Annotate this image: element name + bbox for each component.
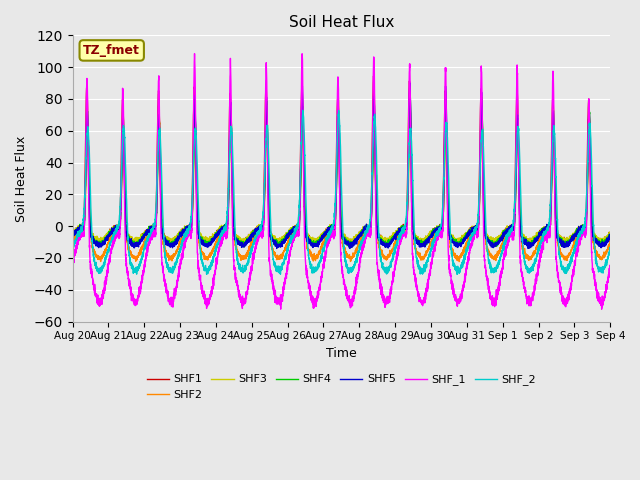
- SHF4: [462, 234, 470, 240]
- SHF4: [493, 240, 500, 246]
- SHF3: [276, 242, 284, 248]
- SHF_2: [299, 108, 307, 113]
- SHF5: [273, 246, 280, 252]
- SHF5: [406, 80, 413, 86]
- SHF1: [607, 231, 614, 237]
- SHF3: [462, 232, 470, 238]
- SHF_1: [432, 239, 440, 245]
- Line: SHF4: SHF4: [72, 95, 611, 247]
- Line: SHF_1: SHF_1: [72, 54, 611, 309]
- SHF4: [606, 235, 614, 240]
- SHF4: [348, 244, 356, 250]
- SHF3: [68, 229, 76, 235]
- SHF_2: [606, 249, 614, 254]
- SHF_1: [607, 266, 614, 272]
- SHF1: [493, 238, 500, 243]
- SHF_2: [493, 263, 500, 269]
- SHF1: [165, 238, 173, 244]
- SHF1: [321, 231, 329, 237]
- SHF_1: [606, 263, 614, 268]
- Y-axis label: Soil Heat Flux: Soil Heat Flux: [15, 135, 28, 222]
- SHF_1: [598, 306, 605, 312]
- SHF4: [165, 238, 173, 243]
- SHF2: [462, 240, 470, 246]
- Line: SHF2: SHF2: [72, 112, 611, 262]
- SHF5: [165, 243, 173, 249]
- SHF5: [607, 235, 614, 241]
- SHF_2: [607, 249, 614, 254]
- SHF2: [606, 241, 614, 247]
- SHF3: [321, 229, 329, 235]
- SHF2: [321, 238, 329, 243]
- SHF3: [493, 239, 500, 245]
- SHF1: [433, 229, 440, 235]
- SHF3: [477, 93, 485, 99]
- SHF4: [68, 233, 76, 239]
- SHF1: [204, 243, 212, 249]
- SHF1: [370, 73, 378, 79]
- SHF3: [432, 226, 440, 232]
- SHF1: [462, 233, 470, 239]
- SHF2: [335, 109, 342, 115]
- SHF_2: [165, 264, 173, 270]
- SHF1: [606, 232, 614, 238]
- SHF5: [493, 240, 500, 246]
- X-axis label: Time: Time: [326, 347, 356, 360]
- SHF2: [432, 230, 440, 236]
- Legend: SHF1, SHF2, SHF3, SHF4, SHF5, SHF_1, SHF_2: SHF1, SHF2, SHF3, SHF4, SHF5, SHF_1, SHF…: [142, 370, 541, 405]
- SHF5: [606, 233, 614, 239]
- SHF5: [433, 226, 440, 232]
- SHF3: [606, 232, 614, 238]
- Line: SHF3: SHF3: [72, 96, 611, 245]
- SHF_1: [321, 248, 329, 254]
- SHF5: [462, 234, 470, 240]
- SHF_1: [191, 51, 198, 57]
- SHF2: [493, 252, 500, 257]
- Text: TZ_fmet: TZ_fmet: [83, 44, 140, 57]
- SHF_2: [433, 231, 440, 237]
- Line: SHF5: SHF5: [72, 83, 611, 249]
- SHF_2: [203, 271, 211, 277]
- SHF2: [165, 252, 173, 258]
- SHF4: [406, 92, 414, 98]
- SHF1: [68, 231, 76, 237]
- SHF_1: [493, 287, 500, 293]
- SHF4: [607, 233, 614, 239]
- SHF_1: [165, 298, 173, 303]
- SHF2: [607, 239, 614, 244]
- SHF3: [607, 231, 614, 237]
- SHF4: [321, 230, 329, 236]
- SHF_2: [321, 240, 329, 246]
- SHF_1: [462, 272, 470, 278]
- Line: SHF_2: SHF_2: [72, 110, 611, 274]
- SHF_2: [68, 246, 76, 252]
- SHF2: [68, 240, 76, 245]
- SHF5: [321, 229, 329, 235]
- SHF5: [68, 235, 76, 240]
- Title: Soil Heat Flux: Soil Heat Flux: [289, 15, 394, 30]
- SHF_1: [68, 262, 76, 267]
- SHF2: [456, 259, 463, 264]
- SHF_2: [462, 246, 470, 252]
- SHF4: [433, 226, 440, 231]
- SHF3: [165, 239, 173, 245]
- Line: SHF1: SHF1: [72, 76, 611, 246]
